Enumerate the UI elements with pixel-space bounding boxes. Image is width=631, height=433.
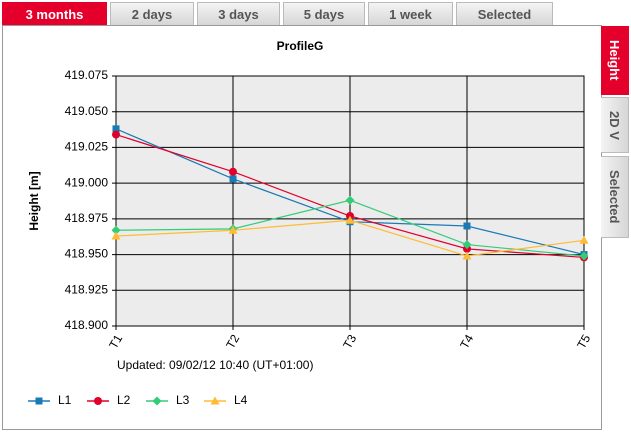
tab[interactable]: 2 days xyxy=(110,2,194,25)
chart: ProfileG Height [m] Updated: 09/02/12 10… xyxy=(27,39,593,407)
legend-marker xyxy=(94,397,102,405)
tab[interactable]: Selected xyxy=(456,2,553,25)
legend-marker xyxy=(210,396,220,405)
x-tick-label: T1 xyxy=(106,332,125,351)
marker xyxy=(112,130,120,139)
x-tick-label: T3 xyxy=(340,332,359,351)
marker xyxy=(463,222,471,230)
tab[interactable]: 5 days xyxy=(283,2,365,25)
marker xyxy=(111,225,121,235)
marker xyxy=(229,175,237,183)
y-tick-label: 418.900 xyxy=(65,318,109,332)
tab[interactable]: 1 week xyxy=(368,2,453,25)
plot-border xyxy=(115,75,585,327)
marker xyxy=(345,195,355,205)
y-axis-label: Height [m] xyxy=(27,171,41,230)
legend-marker xyxy=(35,397,43,405)
y-tick-label: 418.975 xyxy=(65,211,109,225)
y-tick-label: 419.000 xyxy=(65,175,109,189)
y-tick-label: 419.075 xyxy=(65,68,109,82)
chart-title: ProfileG xyxy=(277,39,324,53)
marker xyxy=(111,231,121,240)
marker xyxy=(229,167,237,176)
y-tick-label: 419.050 xyxy=(65,104,109,118)
side-tab[interactable]: 2D V xyxy=(601,97,629,153)
marker xyxy=(112,125,120,133)
legend-label: L1 xyxy=(58,393,72,407)
marker xyxy=(579,235,589,244)
marker xyxy=(345,215,355,224)
side-tab[interactable]: Height xyxy=(601,26,629,95)
legend-label: L2 xyxy=(117,393,131,407)
updated-note: Updated: 09/02/12 10:40 (UT+01:00) xyxy=(117,358,313,372)
marker xyxy=(462,240,472,250)
legend-label: L4 xyxy=(234,393,248,407)
y-tick-label: 418.950 xyxy=(65,247,109,261)
y-tick-label: 418.925 xyxy=(65,282,109,296)
x-tick-label: T5 xyxy=(574,332,593,351)
x-tick-label: T2 xyxy=(223,332,242,351)
marker xyxy=(579,251,589,261)
legend-marker xyxy=(152,396,162,406)
tab[interactable]: 3 months xyxy=(2,2,107,25)
side-tab[interactable]: Selected xyxy=(601,156,629,238)
x-tick-label: T4 xyxy=(457,332,476,351)
tab[interactable]: 3 days xyxy=(197,2,280,25)
marker xyxy=(228,225,238,234)
marker xyxy=(462,251,472,260)
legend-label: L3 xyxy=(176,393,190,407)
y-tick-label: 419.025 xyxy=(65,140,109,154)
